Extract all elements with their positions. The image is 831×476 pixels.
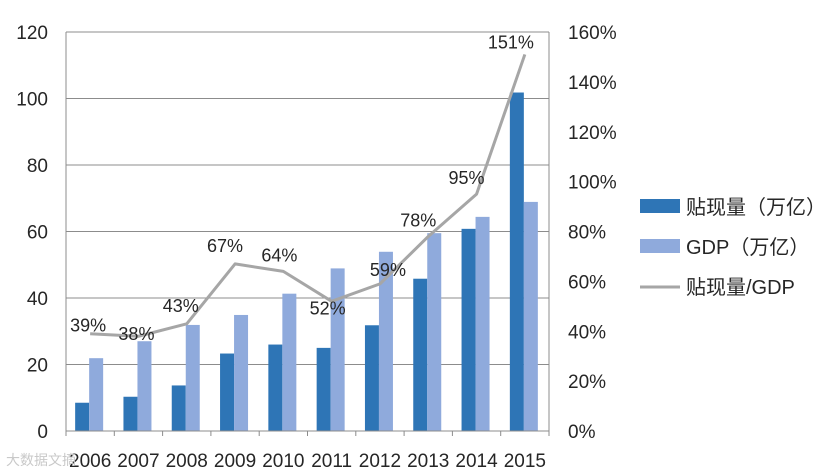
- ratio-data-label: 52%: [310, 298, 346, 318]
- bar: [378, 251, 393, 431]
- bar: [364, 325, 379, 431]
- x-axis-tick-label: 2008: [166, 451, 208, 472]
- bar: [268, 344, 283, 431]
- left-axis-tick-label: 120: [16, 23, 48, 44]
- bar: [427, 233, 442, 431]
- left-axis-tick-label: 100: [16, 90, 48, 111]
- ratio-data-label: 59%: [370, 260, 406, 280]
- ratio-data-label: 78%: [400, 210, 436, 230]
- bar: [461, 228, 476, 431]
- x-axis-tick-label: 2010: [262, 451, 304, 472]
- bar: [523, 201, 538, 431]
- bar: [282, 293, 297, 431]
- x-axis-tick-label: 2012: [359, 451, 401, 472]
- right-axis-tick-label: 0%: [568, 422, 596, 443]
- axes: 0 20 40 60 80 100 120 0% 20% 40% 60% 80% 100% 120% 140…: [16, 23, 616, 472]
- x-axis-tick-label: 2011: [311, 451, 352, 472]
- right-axis-tick-label: 60%: [568, 272, 606, 293]
- legend-label: 贴现量（万亿）: [686, 196, 826, 219]
- x-axis-tick-label: 2014: [455, 451, 498, 472]
- ratio-data-label: 43%: [163, 296, 199, 316]
- right-axis-tick-label: 120%: [568, 123, 617, 144]
- bar: [413, 278, 428, 431]
- ratio-data-label: 67%: [207, 236, 243, 256]
- bar: [89, 358, 104, 431]
- data-labels: 39% 38% 43% 67% 64% 52% 59% 78% 95% 151%: [70, 32, 534, 344]
- x-axis-tick-label: 2015: [504, 451, 546, 472]
- x-axis-tick-label: 2009: [214, 451, 256, 472]
- bar: [123, 396, 138, 431]
- left-axis-tick-label: 0: [37, 422, 48, 443]
- right-axis-tick-label: 20%: [568, 372, 606, 393]
- ratio-data-label: 151%: [488, 32, 534, 52]
- ratio-line: [90, 53, 527, 338]
- ratio-data-label: 64%: [261, 245, 297, 265]
- bar: [330, 268, 345, 431]
- legend-swatch: [640, 199, 680, 213]
- left-axis-tick-label: 20: [27, 356, 48, 377]
- x-axis-tick-label: 2006: [69, 451, 111, 472]
- ratio-data-label: 95%: [449, 168, 485, 188]
- x-axis-tick-label: 2007: [117, 451, 159, 472]
- bar: [137, 341, 152, 431]
- right-axis-tick-label: 80%: [568, 223, 606, 244]
- bar: [475, 216, 490, 431]
- ratio-data-label: 39%: [70, 316, 106, 336]
- ratio-line-path: [90, 53, 527, 338]
- left-axis-tick-label: 40: [27, 289, 48, 310]
- bar: [220, 353, 235, 431]
- left-axis-tick-label: 80: [27, 156, 48, 177]
- right-axis-tick-label: 40%: [568, 322, 606, 343]
- bar: [75, 402, 90, 431]
- right-axis-tick-label: 100%: [568, 173, 617, 194]
- bar: [185, 324, 200, 431]
- bar: [509, 92, 524, 431]
- ratio-data-label: 38%: [118, 324, 154, 344]
- watermark: 大数据文摘: [6, 453, 76, 469]
- bar: [316, 347, 331, 431]
- legend-swatch: [640, 239, 680, 253]
- bar: [234, 314, 249, 431]
- legend-label: 贴现量/GDP: [686, 276, 795, 299]
- right-axis-tick-label: 160%: [568, 23, 617, 44]
- legend: 贴现量（万亿） GDP（万亿） 贴现量/GDP: [640, 196, 826, 299]
- bars: [75, 92, 538, 431]
- legend-label: GDP（万亿）: [686, 236, 809, 259]
- x-axis-tick-label: 2013: [407, 451, 449, 472]
- right-axis-tick-label: 140%: [568, 73, 617, 94]
- bar: [171, 385, 186, 431]
- left-axis-tick-label: 60: [27, 223, 48, 244]
